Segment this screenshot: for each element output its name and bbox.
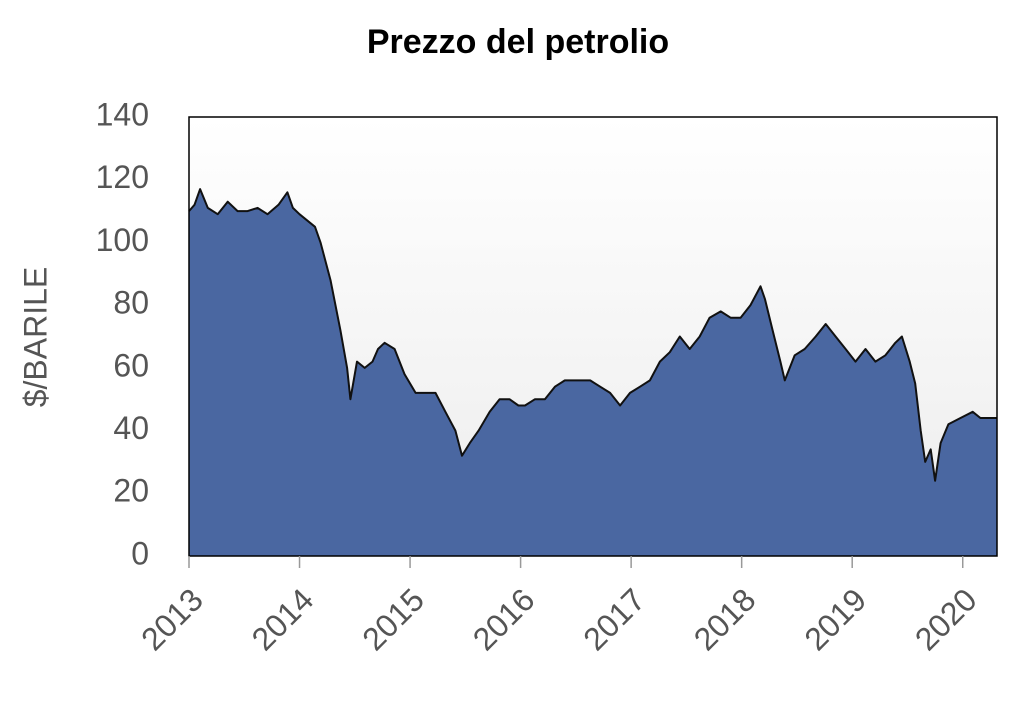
plot-border bbox=[188, 116, 998, 557]
y-tick-label: 80 bbox=[113, 285, 149, 321]
x-tick-label: 2015 bbox=[355, 581, 431, 657]
y-tick-label: 20 bbox=[113, 473, 149, 509]
x-tick-label: 2018 bbox=[687, 581, 763, 657]
chart-title: Prezzo del petrolio bbox=[367, 23, 669, 61]
x-tick-label: 2014 bbox=[245, 581, 321, 657]
x-tick-label: 2016 bbox=[466, 581, 542, 657]
x-tick-label: 2019 bbox=[797, 581, 873, 657]
y-tick-label: 120 bbox=[96, 159, 149, 195]
y-tick-label: 100 bbox=[96, 222, 149, 258]
y-tick-label: 60 bbox=[113, 347, 149, 383]
x-tick-label: 2013 bbox=[134, 581, 210, 657]
y-tick-label: 0 bbox=[131, 535, 149, 571]
x-tick-label: 2017 bbox=[576, 581, 652, 657]
y-axis-label: $/BARILE bbox=[17, 267, 53, 408]
y-tick-label: 40 bbox=[113, 410, 149, 446]
y-tick-label: 140 bbox=[96, 96, 149, 132]
x-tick-label: 2020 bbox=[908, 581, 984, 657]
area bbox=[189, 189, 997, 556]
line bbox=[188, 188, 997, 482]
